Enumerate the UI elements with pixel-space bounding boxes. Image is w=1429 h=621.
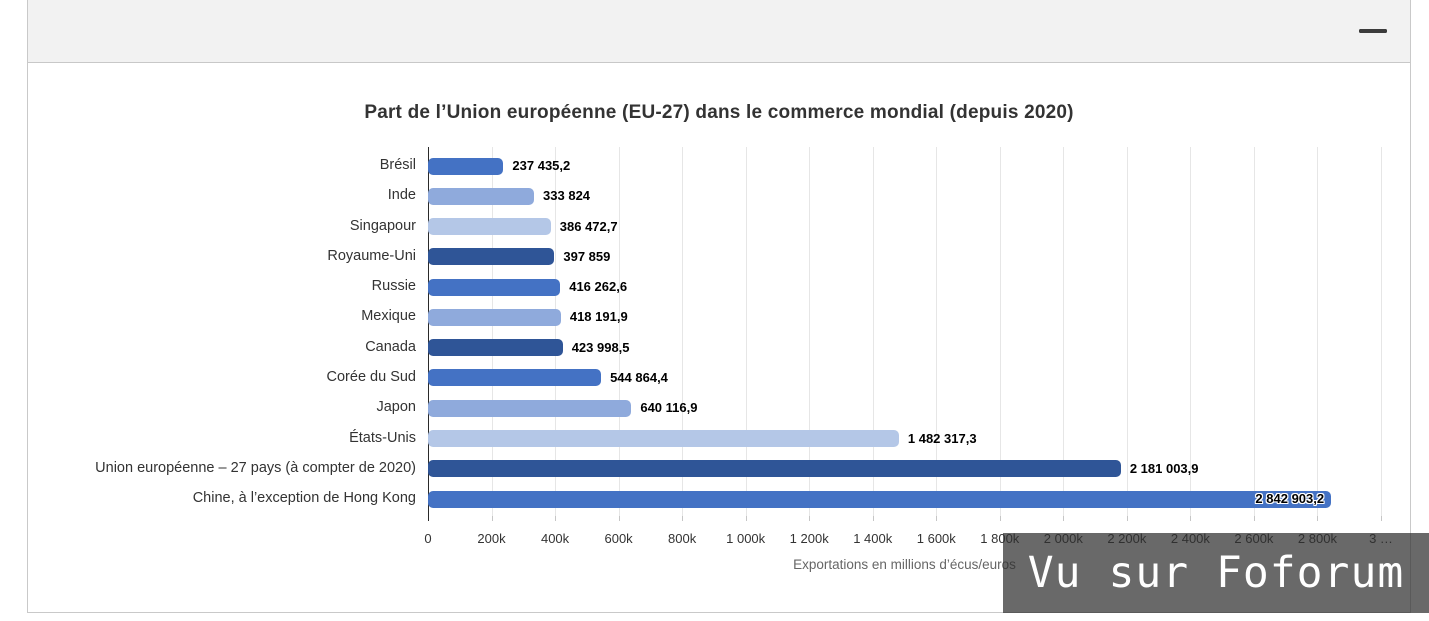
y-axis-line bbox=[428, 147, 429, 521]
gridline bbox=[555, 147, 557, 516]
category-label: Inde bbox=[387, 187, 416, 204]
gridline bbox=[1063, 147, 1065, 516]
category-label: Russie bbox=[371, 278, 416, 295]
value-label: 237 435,2 bbox=[512, 158, 571, 173]
bar-3[interactable] bbox=[428, 218, 551, 236]
category-label: Canada bbox=[365, 338, 416, 355]
category-label: Royaume-Uni bbox=[327, 247, 416, 264]
gridline bbox=[999, 147, 1001, 516]
gridline bbox=[1126, 147, 1128, 516]
x-tick-mark bbox=[1126, 516, 1128, 521]
x-tick-mark bbox=[491, 516, 493, 521]
x-tick-label: 600k bbox=[604, 531, 633, 546]
gridline bbox=[1190, 147, 1192, 516]
gridline bbox=[1253, 147, 1255, 516]
bar-1[interactable] bbox=[428, 157, 504, 175]
x-tick-mark bbox=[1253, 516, 1255, 521]
chart-header-bar bbox=[28, 0, 1410, 63]
value-label: 2 842 903,2 bbox=[1255, 491, 1325, 507]
x-tick-mark bbox=[1063, 516, 1065, 521]
value-label: 397 859 bbox=[563, 248, 611, 264]
chart-panel: Part de l’Union européenne (EU-27) dans … bbox=[27, 0, 1411, 613]
value-label: 416 262,6 bbox=[569, 279, 628, 295]
x-tick-mark bbox=[1381, 516, 1382, 521]
bar-6[interactable] bbox=[428, 308, 561, 326]
gridline bbox=[872, 147, 874, 516]
bar-7[interactable] bbox=[428, 339, 563, 357]
bar-11[interactable] bbox=[428, 460, 1121, 478]
x-tick-mark bbox=[682, 516, 684, 521]
x-tick-label: 0 bbox=[424, 531, 432, 546]
bar-12[interactable] bbox=[428, 490, 1332, 508]
x-tick-mark bbox=[555, 516, 557, 521]
value-label: 2 181 003,9 bbox=[1129, 460, 1199, 476]
plot-area: Exportations en millions d’écus/euros 0 2… bbox=[28, 0, 1410, 612]
gridline bbox=[1381, 147, 1382, 516]
gridline bbox=[491, 147, 493, 516]
bar-4[interactable] bbox=[428, 248, 555, 266]
category-label: Brésil bbox=[379, 157, 416, 173]
x-tick-mark bbox=[745, 516, 747, 521]
x-tick-mark bbox=[1317, 516, 1319, 521]
x-tick-label: 400k bbox=[540, 531, 570, 546]
gridline bbox=[745, 147, 747, 516]
value-label: 1 482 317,3 bbox=[907, 430, 977, 446]
bar-9[interactable] bbox=[428, 399, 632, 417]
x-tick-mark bbox=[936, 516, 938, 521]
category-label: Union européenne – 27 pays (à compter de… bbox=[95, 459, 416, 476]
x-tick-label: 1 200k bbox=[789, 531, 829, 546]
bar-10[interactable] bbox=[428, 430, 899, 448]
value-label: 423 998,5 bbox=[571, 339, 630, 355]
value-label: 544 864,4 bbox=[610, 369, 668, 385]
x-tick-mark bbox=[999, 516, 1001, 521]
watermark-overlay: Vu sur Foforum bbox=[1003, 533, 1429, 613]
x-tick-label: 1 400k bbox=[853, 531, 893, 546]
chart-title: Part de l’Union européenne (EU-27) dans … bbox=[364, 102, 1074, 123]
value-label: 386 472,7 bbox=[559, 218, 618, 234]
watermark-text: Vu sur Foforum bbox=[1027, 548, 1405, 598]
bar-8[interactable] bbox=[428, 369, 602, 387]
category-label: États-Unis bbox=[349, 429, 416, 446]
x-tick-label: 1 000k bbox=[726, 531, 766, 546]
category-label: Mexique bbox=[361, 308, 416, 325]
x-tick-mark bbox=[1190, 516, 1192, 521]
x-tick-label: 800k bbox=[668, 531, 697, 546]
value-label: 418 191,9 bbox=[569, 309, 628, 325]
gridline bbox=[936, 147, 938, 516]
bar-5[interactable] bbox=[428, 278, 561, 296]
category-label: Corée du Sud bbox=[326, 368, 416, 385]
x-tick-mark bbox=[872, 516, 874, 521]
gridline bbox=[618, 147, 620, 516]
x-axis-title: Exportations en millions d’écus/euros bbox=[793, 557, 1016, 572]
x-tick-mark bbox=[809, 516, 811, 521]
gridline bbox=[1317, 147, 1319, 516]
category-label: Japon bbox=[376, 399, 416, 416]
x-tick-label: 200k bbox=[477, 531, 506, 546]
bar-2[interactable] bbox=[428, 187, 535, 205]
x-tick-mark bbox=[618, 516, 620, 521]
chart-context-menu-button[interactable] bbox=[1359, 16, 1387, 42]
category-label: Chine, à l’exception de Hong Kong bbox=[192, 490, 416, 507]
category-label: Singapour bbox=[349, 217, 416, 234]
value-label: 333 824 bbox=[543, 188, 591, 204]
gridline bbox=[682, 147, 684, 516]
value-label: 640 116,9 bbox=[640, 400, 698, 416]
gridline bbox=[809, 147, 811, 516]
x-tick-label: 1 600k bbox=[916, 531, 956, 546]
